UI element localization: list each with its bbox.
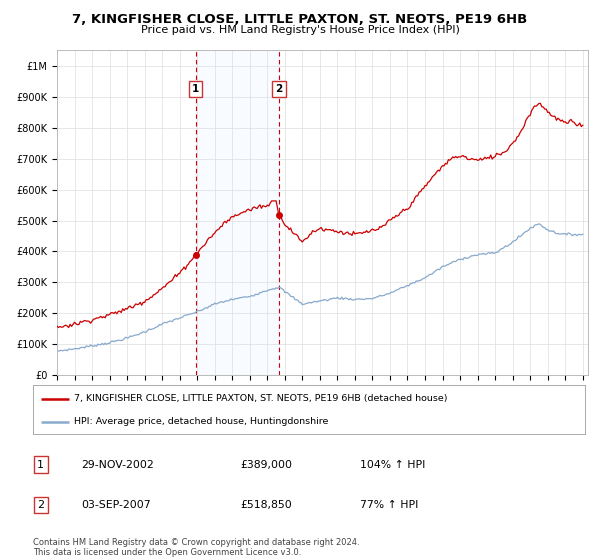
Text: 7, KINGFISHER CLOSE, LITTLE PAXTON, ST. NEOTS, PE19 6HB (detached house): 7, KINGFISHER CLOSE, LITTLE PAXTON, ST. … (74, 394, 448, 403)
Text: £518,850: £518,850 (240, 500, 292, 510)
Text: HPI: Average price, detached house, Huntingdonshire: HPI: Average price, detached house, Hunt… (74, 417, 329, 426)
Text: 77% ↑ HPI: 77% ↑ HPI (360, 500, 418, 510)
Text: 2: 2 (275, 85, 283, 95)
Text: 104% ↑ HPI: 104% ↑ HPI (360, 460, 425, 470)
Text: 1: 1 (192, 85, 199, 95)
Text: £389,000: £389,000 (240, 460, 292, 470)
Text: 1: 1 (37, 460, 44, 470)
Text: 7, KINGFISHER CLOSE, LITTLE PAXTON, ST. NEOTS, PE19 6HB: 7, KINGFISHER CLOSE, LITTLE PAXTON, ST. … (73, 13, 527, 26)
Text: Contains HM Land Registry data © Crown copyright and database right 2024.: Contains HM Land Registry data © Crown c… (33, 538, 359, 547)
Bar (196, 50, 279, 375)
Text: 29-NOV-2002: 29-NOV-2002 (81, 460, 154, 470)
Text: This data is licensed under the Open Government Licence v3.0.: This data is licensed under the Open Gov… (33, 548, 301, 557)
Text: 03-SEP-2007: 03-SEP-2007 (81, 500, 151, 510)
Text: 2: 2 (37, 500, 44, 510)
Text: Price paid vs. HM Land Registry's House Price Index (HPI): Price paid vs. HM Land Registry's House … (140, 25, 460, 35)
